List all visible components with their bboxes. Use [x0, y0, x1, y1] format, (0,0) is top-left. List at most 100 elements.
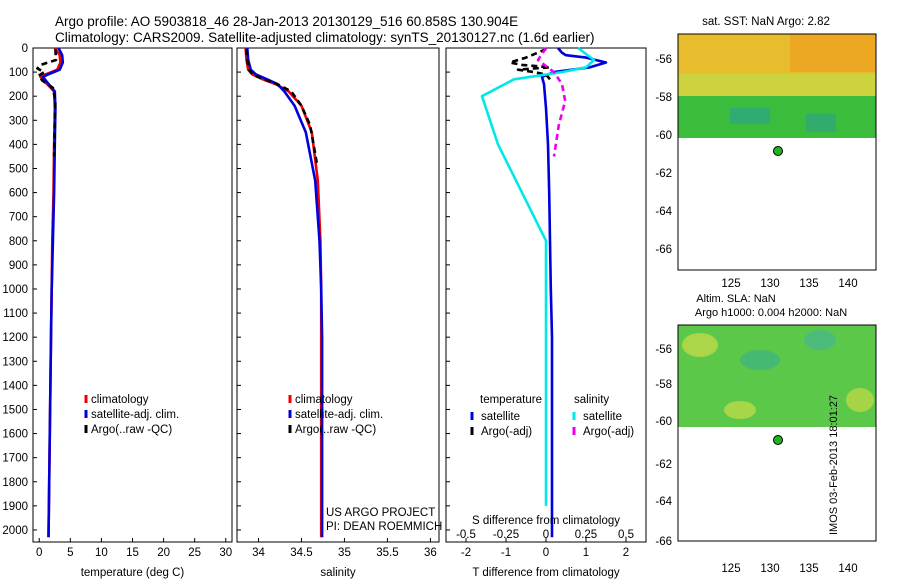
y-tick-label: 1200: [2, 332, 28, 344]
sst-ytick: -62: [655, 168, 672, 180]
y-tick-label: 100: [9, 67, 28, 79]
x-tick-label: 34: [252, 547, 265, 559]
sla-ytick: -60: [655, 416, 672, 428]
x-tick-label: 0: [36, 547, 42, 559]
argo-float-marker: [773, 435, 783, 445]
x-tick-label: 5: [67, 547, 73, 559]
s-tick-label: 0.5: [618, 529, 634, 541]
sst-xtick: 130: [760, 278, 779, 290]
y-tick-label: 200: [9, 91, 28, 103]
credit-line1: US ARGO PROJECT: [326, 507, 435, 519]
legend-label: Argo(..raw -QC): [295, 424, 376, 436]
y-tick-label: 800: [9, 236, 28, 248]
sst-map-title: sat. SST: NaN Argo: 2.82: [702, 16, 830, 28]
y-tick-label: 2000: [2, 525, 28, 537]
y-tick-label: 1900: [2, 501, 28, 513]
x-tick-label: 36: [424, 547, 437, 559]
timestamp-stamp: IMOS 03-Feb-2013 18:01:27: [828, 394, 840, 535]
legend-label: satellite-adj. clim.: [91, 409, 179, 421]
s-tick-label: 0.25: [575, 529, 597, 541]
sla-ytick: -56: [655, 344, 672, 356]
s-tick-label: 0: [543, 529, 549, 541]
sst-map-axes: [677, 33, 877, 271]
sla-map-axes: [677, 324, 877, 542]
y-tick-label: 1600: [2, 429, 28, 441]
y-tick-label: 1000: [2, 284, 28, 296]
series-line-3: [536, 47, 567, 157]
legend-label: satellite: [583, 411, 622, 423]
argo-float-marker: [773, 146, 783, 156]
y-tick-label: 500: [9, 163, 28, 175]
sla-ytick: -64: [655, 496, 672, 508]
series-line-2: [36, 49, 58, 157]
sla-map: Altim. SLA: NaN Argo h1000: 0.004 h2000:…: [655, 293, 877, 575]
sla-ytick: -66: [655, 536, 672, 548]
x-tick-label: -2: [461, 547, 471, 559]
x-tick-label: 34.5: [290, 547, 312, 559]
sla-map-title-line2: Argo h1000: 0.004 h2000: NaN: [695, 307, 847, 319]
y-tick-label: 300: [9, 115, 28, 127]
series-line-0: [540, 47, 608, 538]
x-tick-label: 30: [219, 547, 232, 559]
x-axis-label: temperature (deg C): [81, 567, 185, 579]
credit-line2: PI: DEAN ROEMMICH: [326, 521, 442, 533]
sla-map-title-line1: Altim. SLA: NaN: [696, 293, 776, 305]
x-tick-label: 25: [188, 547, 201, 559]
figure-title-line2: Climatology: CARS2009. Satellite-adjuste…: [55, 30, 595, 45]
x-tick-label: -1: [501, 547, 511, 559]
profile-panel-0: 0 5 10 15 20 25 300100200300400500600700800900…: [2, 43, 233, 579]
x-tick-label: 20: [157, 547, 170, 559]
legend-label: Argo(-adj): [481, 426, 532, 438]
x-tick-label: 35.5: [376, 547, 398, 559]
s-tick-label: -0.25: [493, 529, 519, 541]
sla-xtick: 130: [760, 563, 779, 575]
y-tick-label: 1700: [2, 453, 28, 465]
s-tick-label: -0.5: [456, 529, 476, 541]
profile-panel-1: 34 34.5 35 35.5 36 salinity climatology satelli…: [236, 47, 440, 579]
sst-map: sat. SST: NaN Argo: 2.82 -56 -58 -60 -62…: [655, 16, 877, 290]
figure-title-line1: Argo profile: AO 5903818_46 28-Jan-2013 …: [55, 14, 519, 29]
x-tick-label: 2: [623, 547, 629, 559]
y-tick-label: 1500: [2, 404, 28, 416]
y-tick-label: 700: [9, 212, 28, 224]
y-tick-label: 400: [9, 139, 28, 151]
legend-label: climatology: [295, 394, 353, 406]
legend-label: satellite-adj. clim.: [295, 409, 383, 421]
sst-ytick: -58: [655, 92, 672, 104]
sla-xtick: 140: [838, 563, 857, 575]
series-line-1: [246, 47, 324, 538]
axes-frame: [32, 47, 233, 543]
y-tick-label: 600: [9, 188, 28, 200]
x-tick-label: 15: [126, 547, 139, 559]
y-tick-label: 1300: [2, 356, 28, 368]
sla-xtick: 135: [799, 563, 818, 575]
sla-xtick: 125: [721, 563, 740, 575]
sst-field-south: [678, 96, 876, 138]
legend-group-title: salinity: [574, 394, 609, 406]
x-tick-label: 35: [338, 547, 351, 559]
sst-xtick: 125: [721, 278, 740, 290]
sst-xtick: 135: [799, 278, 818, 290]
y-tick-label: 900: [9, 260, 28, 272]
legend-label: climatology: [91, 394, 149, 406]
x-tick-label: 1: [583, 547, 589, 559]
series-line-1: [41, 47, 65, 538]
y-tick-label: 1800: [2, 477, 28, 489]
series-line-2: [480, 46, 596, 506]
legend-label: Argo(..raw -QC): [91, 424, 172, 436]
sla-ytick: -58: [655, 379, 672, 391]
x-axis-label: T difference from climatology: [472, 567, 619, 579]
legend-label: satellite: [481, 411, 520, 423]
legend-label: Argo(-adj): [583, 426, 634, 438]
y-tick-label: 0: [22, 43, 28, 55]
sst-ytick: -64: [655, 206, 672, 218]
series-line-1: [508, 48, 552, 81]
sst-ytick: -66: [655, 244, 672, 256]
sla-ytick: -62: [655, 459, 672, 471]
y-tick-label: 1400: [2, 380, 28, 392]
axes-frame: [236, 47, 440, 543]
x-axis-label: salinity: [320, 567, 355, 579]
series-line-2: [245, 49, 319, 164]
y-tick-label: 1100: [3, 308, 28, 320]
